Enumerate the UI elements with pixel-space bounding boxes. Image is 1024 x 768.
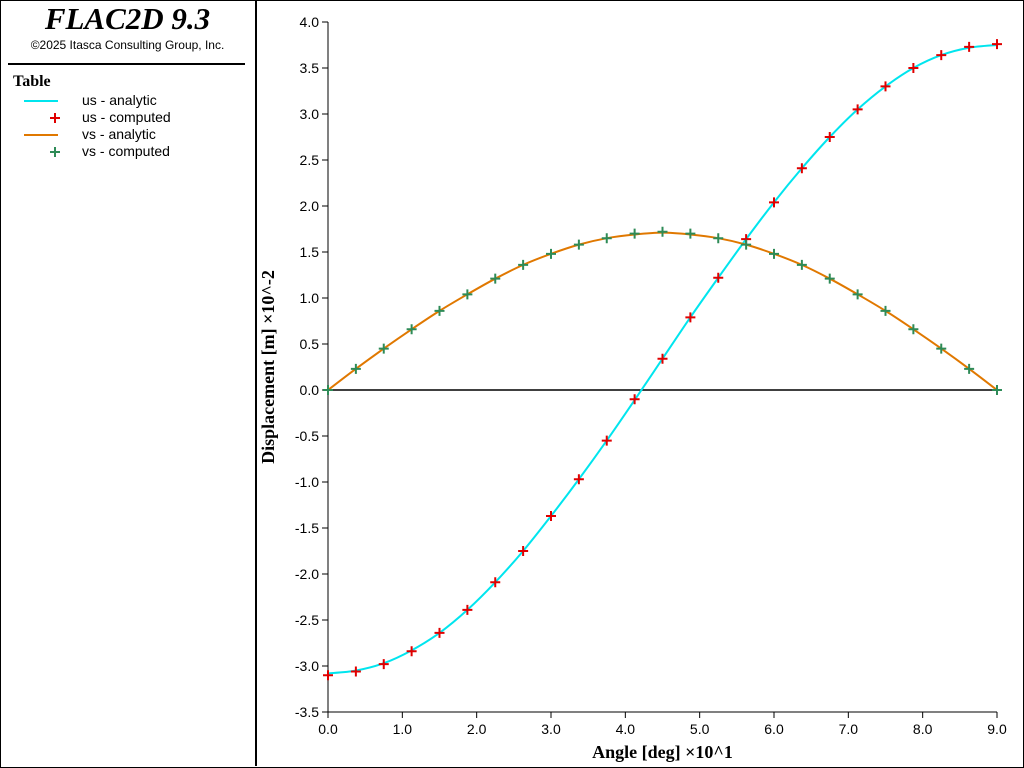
data-point-vs-computed: [936, 343, 947, 354]
app-title: FLAC2D 9.3: [44, 1, 211, 36]
data-point-us-computed: [546, 511, 556, 522]
data-point-us-computed: [964, 41, 975, 52]
data-point-vs-computed: [769, 248, 779, 259]
data-point-vs-computed: [852, 289, 863, 300]
data-point-vs-computed: [964, 363, 975, 374]
title-divider: [8, 63, 245, 65]
legend-entry-vs-computed[interactable]: vs - computed: [20, 143, 250, 160]
data-point-us-computed: [908, 63, 919, 73]
legend-heading: Table: [13, 73, 51, 90]
data-point-us-computed: [323, 670, 333, 681]
x-tick-label: 9.0: [987, 721, 1007, 737]
plus-marker-icon: [50, 113, 60, 123]
plus-marker-icon: [50, 147, 60, 157]
y-tick-label: -3.5: [295, 704, 319, 720]
legend-label: us - analytic: [82, 92, 157, 108]
legend-label: vs - analytic: [82, 126, 156, 142]
y-tick-label: -0.5: [295, 428, 319, 444]
y-axis-label: Displacement [m] ×10^-2: [258, 270, 278, 464]
y-tick-label: 3.5: [300, 60, 320, 76]
y-tick-label: -1.5: [295, 520, 319, 536]
data-point-us-computed: [992, 39, 1002, 50]
data-point-vs-computed: [323, 385, 333, 395]
x-tick-label: 4.0: [616, 721, 636, 737]
y-tick-label: 1.0: [300, 290, 320, 306]
x-tick-label: 6.0: [764, 721, 784, 737]
data-point-vs-computed: [573, 239, 584, 250]
data-point-vs-computed: [880, 305, 891, 316]
data-point-us-computed: [350, 666, 361, 677]
y-tick-label: 3.0: [300, 106, 320, 122]
data-point-vs-computed: [462, 289, 473, 300]
data-point-us-computed: [378, 659, 389, 670]
data-point-us-computed: [936, 50, 947, 61]
x-tick-label: 8.0: [913, 721, 933, 737]
data-point-vs-computed: [657, 226, 668, 237]
data-point-us-computed: [713, 272, 724, 283]
data-point-us-computed: [601, 435, 612, 446]
y-tick-label: -2.5: [295, 612, 319, 628]
y-tick-label: 2.5: [300, 152, 320, 168]
data-point-vs-computed: [378, 343, 389, 354]
data-point-vs-computed: [908, 324, 919, 335]
line-swatch-icon: [24, 100, 58, 102]
x-tick-label: 2.0: [467, 721, 487, 737]
y-tick-label: 4.0: [300, 14, 320, 30]
data-point-us-computed: [685, 312, 696, 323]
data-point-us-computed: [769, 197, 779, 208]
y-tick-label: -1.0: [295, 474, 319, 490]
data-point-vs-computed: [992, 385, 1002, 395]
data-point-us-computed: [434, 627, 445, 638]
data-point-vs-computed: [434, 305, 445, 316]
data-point-us-computed: [880, 81, 891, 92]
data-point-us-computed: [490, 577, 501, 588]
y-tick-label: 1.5: [300, 244, 320, 260]
data-point-us-computed: [657, 353, 668, 364]
legend-label: vs - computed: [82, 143, 170, 159]
x-tick-label: 7.0: [839, 721, 859, 737]
x-tick-label: 5.0: [690, 721, 710, 737]
legend-entry-us-analytic[interactable]: us - analytic: [20, 92, 250, 109]
data-point-vs-computed: [546, 248, 556, 259]
data-point-vs-computed: [601, 233, 612, 244]
legend-label: us - computed: [82, 109, 171, 125]
control-panel: FLAC2D 9.3 ©2025 Itasca Consulting Group…: [0, 0, 257, 766]
data-point-vs-computed: [406, 324, 417, 335]
data-point-vs-computed: [518, 259, 529, 270]
legend-entry-vs-analytic[interactable]: vs - analytic: [20, 126, 250, 143]
data-point-us-computed: [462, 604, 473, 615]
legend-entry-us-computed[interactable]: us - computed: [20, 109, 250, 126]
data-point-vs-computed: [741, 239, 752, 250]
data-point-vs-computed: [713, 233, 724, 244]
y-tick-label: 0.0: [300, 382, 320, 398]
data-point-vs-computed: [796, 259, 807, 270]
data-point-vs-computed: [685, 228, 696, 239]
plot-area[interactable]: 4.0 3.5 3.0 2.5 2.0 1.5 1.0 0.5 0.0 -0.5 -1.0 -1.5 -…: [257, 0, 1022, 766]
data-point-us-computed: [852, 104, 863, 115]
data-point-vs-computed: [629, 228, 640, 239]
series-line-vs-analytic: [327, 231, 998, 391]
copyright-notice: ©2025 Itasca Consulting Group, Inc.: [30, 38, 225, 52]
x-tick-label: 0.0: [318, 721, 338, 737]
data-point-us-computed: [629, 394, 640, 405]
x-axis-label: Angle [deg] ×10^1: [592, 742, 733, 762]
y-tick-label: -2.0: [295, 566, 319, 582]
data-point-us-computed: [518, 546, 529, 556]
legend-marker: [50, 113, 60, 123]
chart: 4.0 3.5 3.0 2.5 2.0 1.5 1.0 0.5 0.0 -0.5 -1.0 -1.5 -…: [258, 14, 1007, 762]
data-point-vs-computed: [490, 273, 501, 284]
y-tick-label: 0.5: [300, 336, 320, 352]
line-swatch-icon: [24, 134, 58, 136]
data-point-vs-computed: [350, 363, 361, 374]
y-tick-label: -3.0: [295, 658, 319, 674]
data-point-us-computed: [796, 163, 807, 174]
data-point-vs-computed: [824, 273, 835, 284]
y-tick-label: 2.0: [300, 198, 320, 214]
data-point-us-computed: [824, 132, 835, 142]
x-tick-label: 1.0: [393, 721, 413, 737]
data-point-us-computed: [573, 474, 584, 485]
data-point-us-computed: [406, 646, 417, 657]
x-tick-label: 3.0: [541, 721, 561, 737]
legend-marker: [50, 147, 60, 157]
